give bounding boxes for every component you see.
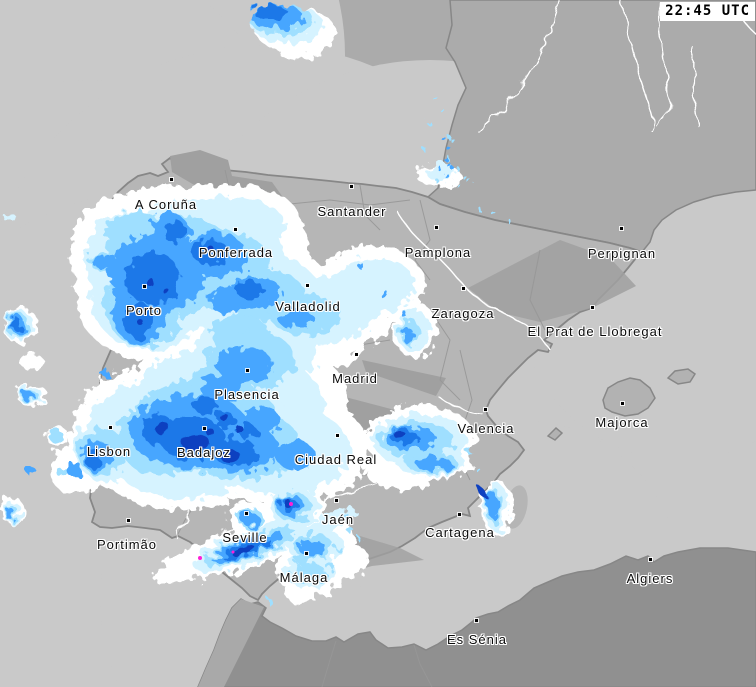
- balearic-islands: [546, 368, 697, 441]
- africa-covered-strip: [198, 599, 264, 687]
- landmass-africa: [197, 547, 756, 687]
- timestamp-badge: 22:45 UTC: [660, 2, 755, 21]
- precip-intensity-6: [137, 247, 487, 555]
- precip-intensity-max: [198, 502, 293, 560]
- precipitation-layer: [0, 4, 513, 605]
